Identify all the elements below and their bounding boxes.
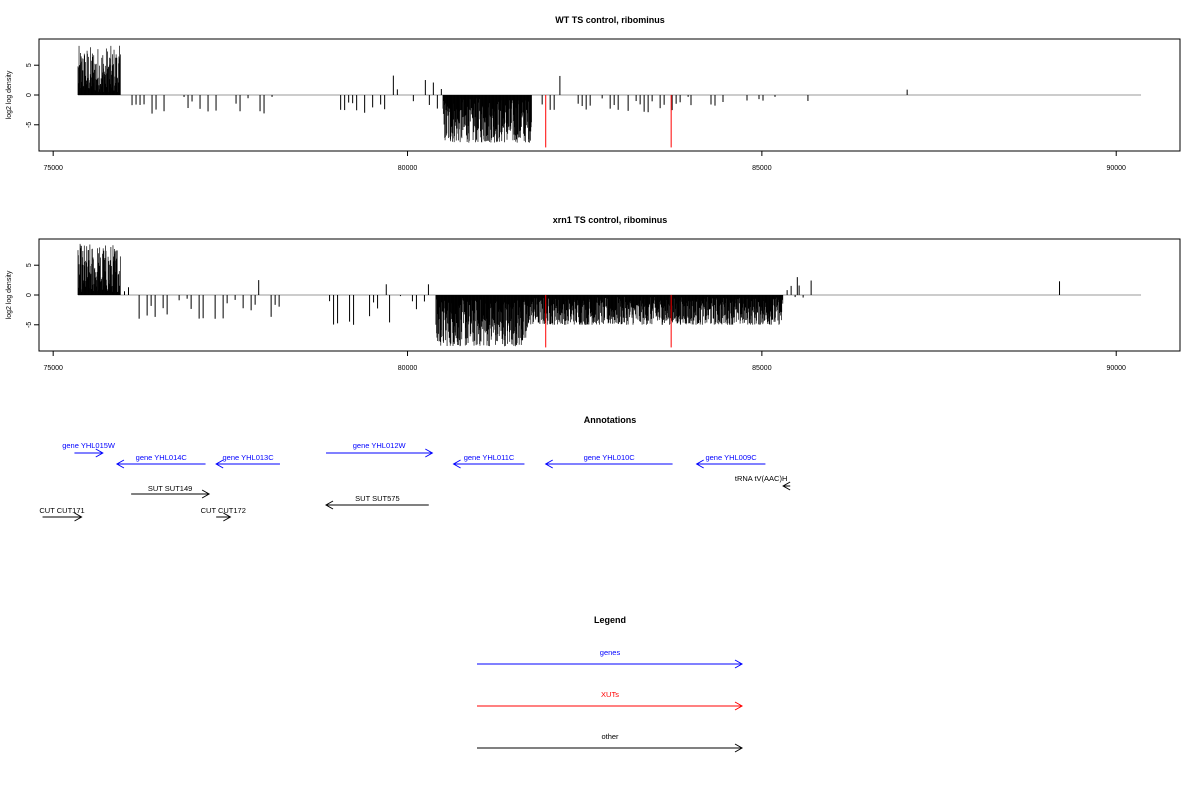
y-tick-label: 0 xyxy=(26,93,33,97)
y-tick-label: 5 xyxy=(26,63,33,67)
arrow-head xyxy=(782,481,791,491)
legend-label: other xyxy=(601,732,619,741)
annotation-label: CUT CUT171 xyxy=(39,506,84,515)
panel-title: WT TS control, ribominus xyxy=(555,15,665,25)
y-tick-label: -5 xyxy=(26,122,33,128)
annotation-label: gene YHL010C xyxy=(584,453,636,462)
annotation-label: CUT CUT172 xyxy=(201,506,246,515)
y-axis-label: log2 log density xyxy=(6,270,13,319)
arrow-head xyxy=(425,448,434,458)
arrow-head xyxy=(734,743,744,753)
annotation-label: tRNA tV(AAC)H xyxy=(735,474,788,483)
x-tick-label: 80000 xyxy=(398,165,418,172)
arrow-head xyxy=(695,459,704,469)
annotations-title: Annotations xyxy=(584,415,637,425)
panel-xrn1-ts-control: xrn1 TS control, ribominus log2 log dens… xyxy=(6,215,1181,372)
y-tick-label: 5 xyxy=(26,263,33,267)
legend-label: genes xyxy=(600,648,621,657)
panel-title: xrn1 TS control, ribominus xyxy=(553,215,668,225)
legend-title: Legend xyxy=(594,615,626,625)
annotation-label: SUT SUT575 xyxy=(355,494,399,503)
annotation-label: gene YHL013C xyxy=(222,453,274,462)
arrow-head xyxy=(452,459,461,469)
annotation-label: SUT SUT149 xyxy=(148,484,192,493)
x-tick-label: 75000 xyxy=(43,365,63,372)
arrow-head xyxy=(74,512,83,522)
x-tick-label: 90000 xyxy=(1106,165,1126,172)
x-tick-label: 85000 xyxy=(752,165,772,172)
y-tick-label: -5 xyxy=(26,322,33,328)
annotation-label: gene YHL009C xyxy=(705,453,757,462)
arrow-head xyxy=(201,489,211,499)
arrow-head xyxy=(215,459,224,469)
annotation-label: gene YHL012W xyxy=(353,441,407,450)
legend-label: XUTs xyxy=(601,690,619,699)
y-tick-label: 0 xyxy=(26,293,33,297)
annotations-panel: Annotations gene YHL015W gene YHL014C gene… xyxy=(39,415,791,522)
x-tick-label: 90000 xyxy=(1106,365,1126,372)
annotation-label: gene YHL015W xyxy=(62,441,116,450)
annotation-label: gene YHL011C xyxy=(464,453,515,462)
arrow-head xyxy=(734,659,744,669)
legend-panel: Legend genes XUTs other xyxy=(477,615,744,753)
panel-wt-ts-control: WT TS control, ribominus log2 log densit… xyxy=(6,15,1181,172)
arrow-head xyxy=(95,448,104,458)
annotation-label: gene YHL014C xyxy=(136,453,188,462)
arrow-head xyxy=(325,500,334,510)
x-tick-label: 85000 xyxy=(752,365,772,372)
arrow-head xyxy=(115,459,125,469)
arrow-head xyxy=(223,512,232,522)
y-axis-label: log2 log density xyxy=(6,70,13,119)
x-tick-label: 75000 xyxy=(43,165,63,172)
arrow-head xyxy=(734,701,744,711)
arrow-head xyxy=(544,459,553,469)
x-tick-label: 80000 xyxy=(398,365,418,372)
